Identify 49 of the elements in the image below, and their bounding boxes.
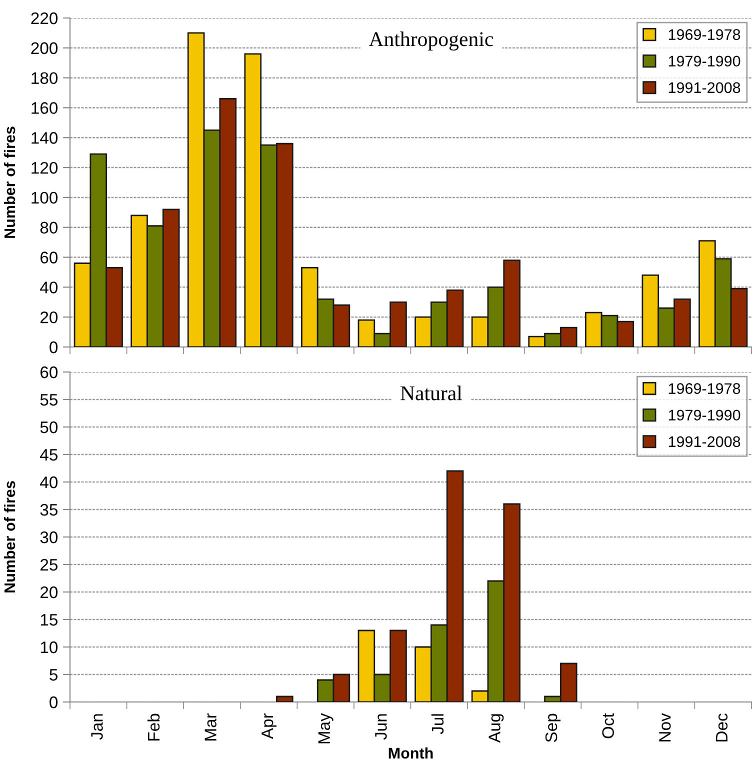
bar	[276, 696, 294, 702]
legend-label: 1969-1978	[668, 383, 740, 394]
y-tick-label: 120	[32, 162, 58, 174]
y-tick-label: 180	[32, 72, 58, 84]
y-tick-label: 100	[32, 192, 58, 204]
legend-label: 1979-1990	[668, 410, 740, 421]
y-tick-label: 45	[40, 449, 58, 461]
y-tick-label: 220	[31, 12, 58, 24]
x-tick-label: Dec	[716, 714, 728, 742]
y-tick-label: 40	[40, 476, 58, 488]
x-tick-label: Mar	[204, 713, 216, 740]
text: Natural	[400, 386, 462, 400]
x-tick-label: Oct	[602, 713, 614, 738]
y-tick-label: 0	[50, 696, 58, 708]
x-tick-label: Apr	[262, 713, 277, 740]
y-tick-label: 20	[40, 586, 58, 598]
y-tick-label: 15	[40, 614, 58, 626]
y-tick-label: 0	[50, 341, 58, 354]
y-tick-label: 40	[40, 282, 58, 294]
x-axis-title: Month	[388, 747, 433, 759]
y-axis-title: Number of fires	[4, 481, 16, 592]
legend-label: 1991-2008	[668, 82, 740, 94]
y-tick-label: 10	[40, 641, 58, 654]
y-tick-label: 55	[40, 394, 58, 406]
y-tick-label: 140	[32, 132, 58, 144]
y-tick-label: 200	[31, 42, 58, 54]
x-tick-label: Jul	[431, 714, 444, 734]
text: Anthropogenic	[368, 32, 494, 51]
y-tick-label: 25	[40, 558, 58, 571]
y-tick-label: 20	[40, 311, 58, 324]
y-tick-label: 50	[40, 421, 58, 434]
x-tick-label: Sep	[545, 714, 560, 742]
x-tick-label: Aug	[488, 714, 504, 743]
x-tick-label: Feb	[147, 714, 160, 740]
y-tick-label: 30	[40, 531, 58, 544]
y-tick-label: 5	[50, 669, 58, 681]
y-tick-label: 60	[40, 366, 58, 378]
x-tick-label: Jan	[91, 714, 103, 740]
y-tick-label: 60	[40, 252, 58, 264]
x-tick-label: May	[318, 713, 334, 744]
legend-label: 1969-1978	[668, 29, 740, 40]
x-tick-label: Jun	[375, 714, 387, 740]
y-tick-label: 35	[40, 504, 58, 516]
y-axis-title: Number of fires	[4, 126, 16, 238]
legend-label: 1979-1990	[668, 56, 740, 67]
x-tick-label: Nov	[659, 713, 671, 742]
y-tick-label: 80	[40, 222, 58, 234]
legend-label: 1991-2008	[668, 436, 740, 448]
y-tick-label: 160	[32, 102, 58, 114]
